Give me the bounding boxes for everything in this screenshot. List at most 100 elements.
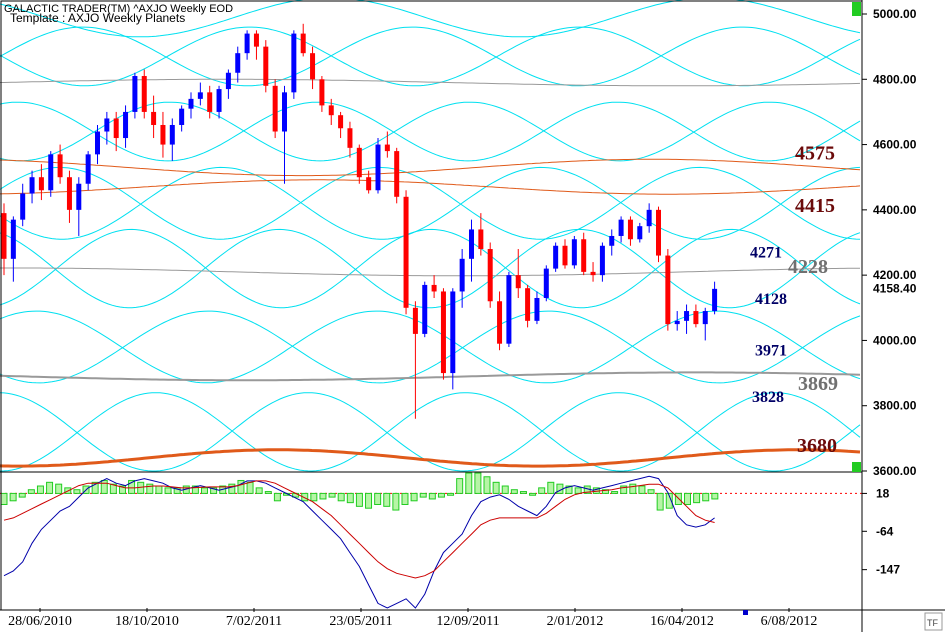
histogram-bar (228, 483, 236, 494)
candle (571, 235, 577, 269)
histogram-bar (702, 492, 710, 502)
histogram-bar (255, 487, 263, 494)
candle (20, 183, 26, 227)
chart-title: Template : AXJO Weekly Planets (10, 11, 185, 25)
candle (459, 249, 465, 308)
histogram-bar (611, 491, 619, 494)
histogram-bar (91, 481, 99, 494)
histogram-bar (328, 492, 336, 498)
candle (478, 213, 484, 256)
x-tick-label: 6/08/2012 (761, 614, 818, 629)
histogram-bar (510, 489, 518, 494)
cycle-line (0, 26, 861, 87)
histogram-bar (246, 481, 254, 494)
candle (328, 98, 334, 125)
candle (412, 301, 418, 419)
histogram-bar (465, 472, 473, 494)
histogram-bar (374, 492, 382, 505)
level-label: 3680 (797, 435, 837, 457)
y-tick-label: 4600.00 (873, 138, 917, 152)
candle (104, 111, 110, 145)
candle (431, 275, 437, 298)
candle (440, 288, 446, 380)
histogram-bar (683, 492, 691, 505)
candle (66, 170, 72, 223)
corner-box[interactable] (924, 612, 943, 631)
level-label: 4228 (788, 256, 828, 278)
candle (497, 291, 503, 351)
candle (85, 151, 91, 191)
candle (113, 111, 119, 152)
level-label: 4415 (795, 195, 835, 217)
histogram-bar (155, 485, 163, 494)
candle (179, 105, 185, 132)
cycle-line (0, 26, 861, 87)
top-marker-icon (852, 2, 861, 16)
histogram-bar (355, 492, 363, 507)
histogram-bar (146, 483, 154, 494)
candle (469, 219, 474, 282)
histogram-bar (383, 492, 391, 507)
histogram-bar (237, 479, 245, 494)
y-tick-label: 4200.00 (873, 268, 917, 282)
histogram-bar (456, 478, 464, 494)
candle (132, 72, 138, 119)
histogram-bar (27, 489, 35, 494)
cycle-line (0, 310, 861, 384)
candle (291, 30, 297, 99)
histogram-bar (310, 492, 318, 502)
histogram-bar (100, 479, 108, 494)
osc-tick-label: -64 (876, 524, 894, 538)
x-tick-label: 7/02/2011 (226, 614, 282, 629)
histogram-bar (601, 489, 609, 494)
scroll-marker-icon[interactable] (743, 610, 748, 615)
level-label: 4128 (755, 291, 787, 308)
y-axis-ticks: 5000.00 4800.00 4600.00 4400.00 4200.00 4000.… (862, 7, 917, 577)
chart-header: GALACTIC TRADER(TM) ^AXJO Weekly EOD (4, 3, 233, 15)
candle (282, 85, 287, 184)
candle (674, 311, 680, 331)
cycle-line (0, 228, 861, 309)
candle (1, 203, 7, 276)
bottom-marker-icon (852, 462, 861, 472)
candle (450, 288, 456, 390)
histogram-bar (128, 479, 136, 494)
candle (356, 144, 362, 184)
x-tick-label: 23/05/2011 (329, 614, 392, 629)
candle (646, 203, 652, 233)
histogram-bar (711, 492, 719, 500)
candle (235, 46, 241, 83)
candle (618, 216, 624, 243)
candles-layer (1, 23, 718, 419)
candle (515, 249, 521, 298)
histogram-bar (501, 485, 509, 494)
candle (160, 111, 166, 158)
cycle-line (0, 0, 861, 38)
histogram-bar (346, 492, 354, 504)
candle (656, 206, 661, 263)
y-tick-label: 5000.00 (873, 7, 917, 21)
histogram-bar (419, 492, 427, 498)
candle (347, 121, 353, 158)
candle (10, 216, 16, 282)
last-value-label: 4158.40 (873, 282, 917, 296)
candle (319, 76, 325, 112)
level-label: 3971 (755, 343, 787, 360)
histogram-bar (0, 492, 8, 505)
cycle-lines-layer (0, 0, 861, 472)
histogram-bar (210, 487, 218, 494)
x-tick-label: 16/04/2012 (650, 614, 714, 629)
y-tick-label: 4400.00 (873, 203, 917, 217)
histogram-bar (693, 492, 701, 504)
histogram-bar (392, 492, 400, 511)
candle (300, 23, 306, 57)
histogram-bar (410, 492, 418, 502)
candle (141, 69, 147, 119)
oscillator-layer (0, 472, 862, 609)
histogram-bar (118, 485, 126, 494)
x-tick-label: 28/06/2010 (8, 614, 72, 629)
x-tick-label: 18/10/2010 (115, 614, 179, 629)
histogram-bar (401, 492, 409, 505)
